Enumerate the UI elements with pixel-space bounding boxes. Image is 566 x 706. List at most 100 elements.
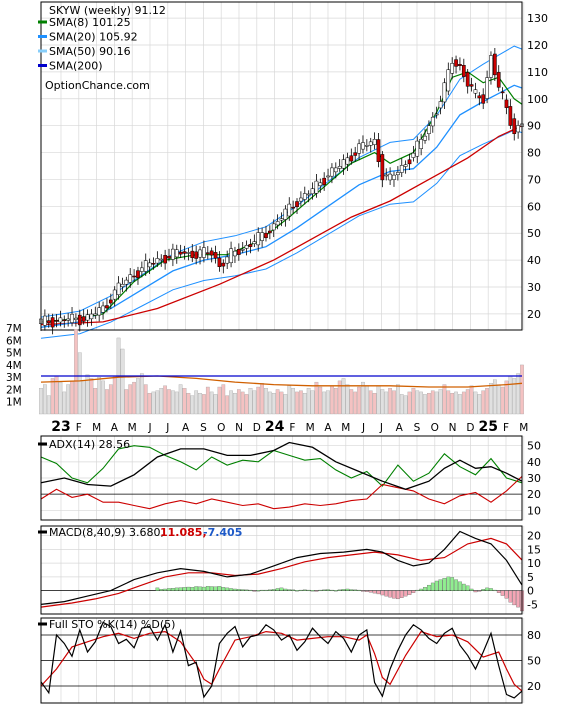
volume-bar	[376, 385, 381, 415]
volume-bar	[209, 391, 214, 415]
x-axis-months: 23 F M A M J J A S O N D 24 F M A M J J A S O N D 25 F M	[51, 419, 528, 435]
macd-histogram-bar	[236, 589, 241, 591]
macd-histogram-bar	[244, 589, 249, 591]
macd-histogram-bar	[279, 587, 284, 591]
sto-k-line	[40, 621, 523, 699]
candle-body	[376, 139, 381, 162]
volume-bar	[264, 388, 268, 415]
month-label: S	[414, 422, 421, 434]
candle-body	[97, 307, 102, 316]
candle-body	[450, 63, 455, 74]
price-frame	[40, 1, 523, 331]
candle-body	[345, 157, 350, 165]
macd-histogram-bar	[295, 590, 299, 592]
volume-bar	[326, 390, 330, 415]
volume-bar	[322, 391, 327, 415]
macd-frame	[40, 525, 523, 615]
macd-histogram-bar	[159, 589, 164, 591]
macd-histogram-bar	[423, 587, 427, 591]
price-tick-label: 20	[527, 308, 541, 321]
price-tick-label: 90	[527, 120, 541, 133]
macd-histogram-bar	[403, 590, 408, 597]
volume-bar	[112, 375, 117, 415]
candle-body	[229, 248, 233, 264]
candle-body	[446, 69, 451, 92]
volume-bar	[469, 385, 474, 415]
candle-body	[423, 135, 427, 141]
candle-body	[136, 270, 140, 278]
volume-bar	[252, 390, 257, 415]
candle-body	[66, 318, 71, 321]
price-tick-label: 110	[527, 66, 548, 79]
candle-body	[341, 159, 346, 169]
month-label: F	[289, 422, 295, 434]
volume-bar	[465, 389, 470, 415]
candle-body	[194, 251, 199, 259]
candle-body	[333, 167, 338, 173]
sma50-legend-label: SMA(50) 90.16	[49, 45, 131, 58]
volume-bar	[423, 394, 427, 415]
macd-histogram-bar	[248, 589, 253, 592]
macd-histogram-bar	[512, 590, 517, 606]
macd-histogram-bar	[174, 587, 179, 591]
candle-body	[143, 260, 148, 272]
volume-bar	[248, 388, 253, 415]
volume-bar	[473, 391, 478, 415]
volume-bar	[349, 389, 354, 415]
volume-bar	[147, 392, 152, 415]
macd-histogram-bar	[182, 587, 187, 591]
volume-bar	[74, 329, 78, 415]
candle-body	[108, 299, 113, 304]
volume-bar	[77, 352, 82, 415]
sto-tick-label: 20	[527, 680, 541, 693]
candle-body	[442, 82, 447, 103]
volume-bar	[136, 378, 140, 415]
macd-histogram-bar	[427, 584, 431, 591]
volume-bar	[302, 392, 307, 415]
candle-body	[485, 77, 489, 99]
candle-body	[465, 72, 470, 87]
macd-histogram-bar	[202, 586, 206, 591]
candle-body	[124, 279, 129, 285]
volume-bar	[93, 388, 98, 415]
macd-histogram-bar	[353, 589, 358, 591]
watermark: OptionChance.com	[45, 79, 150, 92]
macd-tick-label: 5	[527, 571, 534, 584]
volume-bar	[58, 381, 63, 415]
month-label: D	[253, 422, 261, 434]
candle-body	[364, 145, 369, 147]
macd-label: MACD(8,40,9) 3.680,	[49, 526, 164, 539]
macd-line	[40, 530, 523, 605]
macd-tick-label: 20	[527, 530, 541, 543]
month-label: O	[431, 422, 439, 434]
macd-histogram-bar	[384, 590, 389, 597]
macd-histogram-bar	[492, 589, 497, 592]
volume-bar	[330, 385, 334, 415]
volume-bar	[489, 383, 493, 415]
candle-body	[469, 84, 474, 87]
macd-tick-label: 10	[527, 557, 541, 570]
volume-bar	[236, 389, 241, 415]
volume-bar	[388, 388, 392, 415]
macd-histogram-bar	[461, 583, 466, 591]
month-label: F	[503, 422, 509, 434]
volume-bar	[101, 380, 105, 415]
candle-body	[461, 65, 466, 77]
volume-bar	[275, 389, 280, 415]
month-label: N	[449, 422, 457, 434]
month-label: D	[466, 422, 474, 434]
candle-body	[89, 313, 94, 320]
candle-body	[70, 313, 74, 323]
price-tick-label: 30	[527, 281, 541, 294]
candle-body	[415, 140, 420, 157]
minus-di-line	[40, 475, 523, 510]
adx-tick-label: 50	[527, 440, 541, 453]
macd-histogram-bar	[198, 586, 202, 591]
macd-histogram-bar	[407, 590, 412, 595]
macd-histogram-bar	[240, 589, 245, 591]
candle-body	[388, 173, 392, 181]
candle-body	[403, 164, 408, 167]
volume-bar	[492, 379, 497, 415]
volume-bar	[357, 386, 361, 415]
